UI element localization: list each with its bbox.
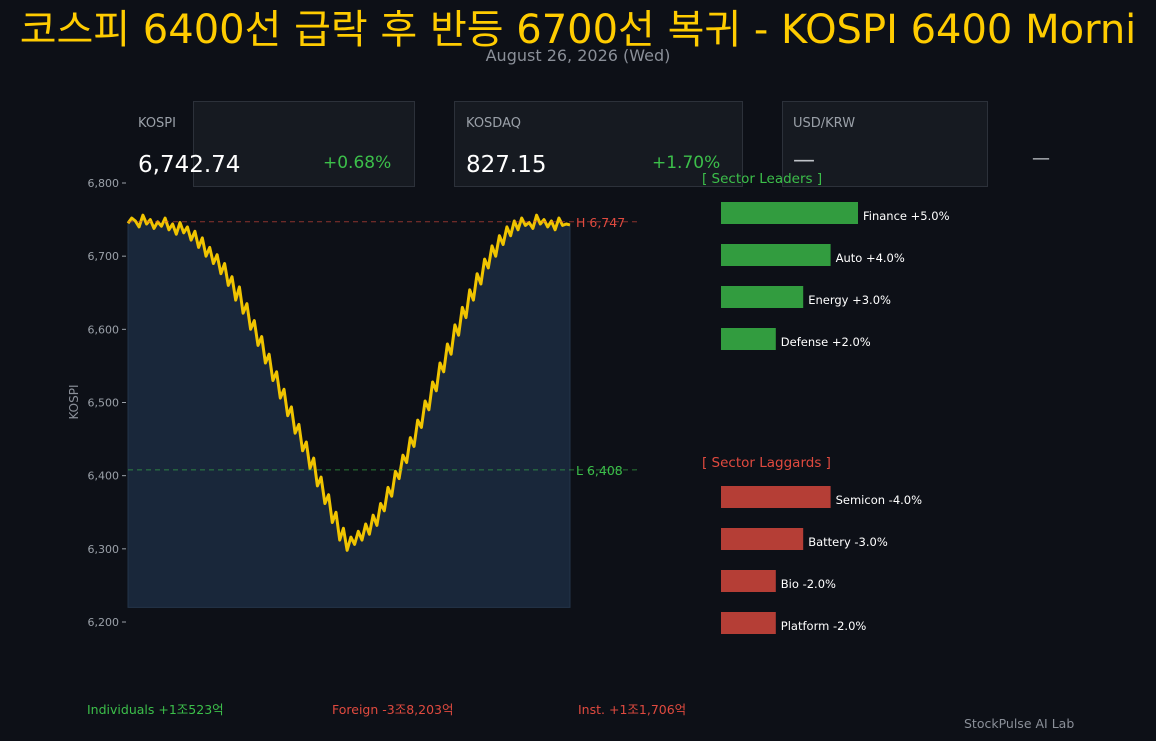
sector-leader-bar-label: Energy +3.0% <box>808 293 891 307</box>
sector-laggard-bar <box>721 612 776 634</box>
y-tick-label: 6,400 <box>88 470 120 483</box>
flow-institutions: Inst. +1조1,706억 <box>578 702 687 717</box>
flow-individuals: Individuals +1조523억 <box>87 702 224 717</box>
y-tick-label: 6,800 <box>88 177 120 190</box>
footer-credit: StockPulse AI Lab <box>964 716 1075 731</box>
kospi-line <box>126 213 571 552</box>
kosdaq-card-change: +1.70% <box>652 153 721 173</box>
kosdaq-card <box>454 101 743 187</box>
y-tick-label: 6,600 <box>88 323 120 336</box>
sector-laggard-bar <box>721 528 804 550</box>
usdkrw-card-value: — <box>793 148 815 173</box>
sector-leader-bar <box>721 286 804 308</box>
flow-foreign: Foreign -3조8,203억 <box>332 702 454 717</box>
sector-leader-bar <box>721 328 776 350</box>
kosdaq-card-label: KOSDAQ <box>466 116 521 131</box>
sector-laggard-bar <box>721 486 831 508</box>
sector-laggard-bar-label: Battery -3.0% <box>808 535 888 549</box>
sector-laggard-title: [ Sector Laggards ] <box>702 455 831 471</box>
usdkrw-card-change: — <box>1032 148 1050 169</box>
low-label: L 6,408 <box>576 463 623 478</box>
kospi-card-change: +0.68% <box>323 153 392 173</box>
sector-leader-bar-label: Finance +5.0% <box>863 209 950 223</box>
kosdaq-card-value: 827.15 <box>466 152 547 178</box>
high-label: H 6,747 <box>576 215 625 230</box>
sector-laggard-bar <box>721 570 776 592</box>
y-tick-label: 6,200 <box>88 616 120 629</box>
page-title: 코스피 6400선 급락 후 반등 6700선 복귀 - KOSPI 6400 … <box>19 7 1137 53</box>
sector-leader-bar-label: Defense +2.0% <box>781 335 871 349</box>
y-tick-label: 6,700 <box>88 250 120 263</box>
kospi-card <box>193 101 415 187</box>
kospi-card-value: 6,742.74 <box>138 152 241 178</box>
y-tick-label: 6,300 <box>88 543 120 556</box>
sector-laggard-bar-label: Semicon -4.0% <box>836 493 923 507</box>
usdkrw-card-label: USD/KRW <box>793 116 856 131</box>
page-date: August 26, 2026 (Wed) <box>485 46 671 65</box>
kospi-card-label: KOSPI <box>138 116 176 131</box>
sector-leader-bar <box>721 244 831 266</box>
sector-leader-bar-label: Auto +4.0% <box>836 251 905 265</box>
y-axis-label: KOSPI <box>67 384 81 419</box>
usdkrw-card <box>782 101 988 187</box>
sector-laggard-bar-label: Bio -2.0% <box>781 577 836 591</box>
y-tick-label: 6,500 <box>88 397 120 410</box>
sector-laggard-bar-label: Platform -2.0% <box>781 619 867 633</box>
sector-leader-bar <box>721 202 858 224</box>
sector-leader-title: [ Sector Leaders ] <box>702 171 822 187</box>
